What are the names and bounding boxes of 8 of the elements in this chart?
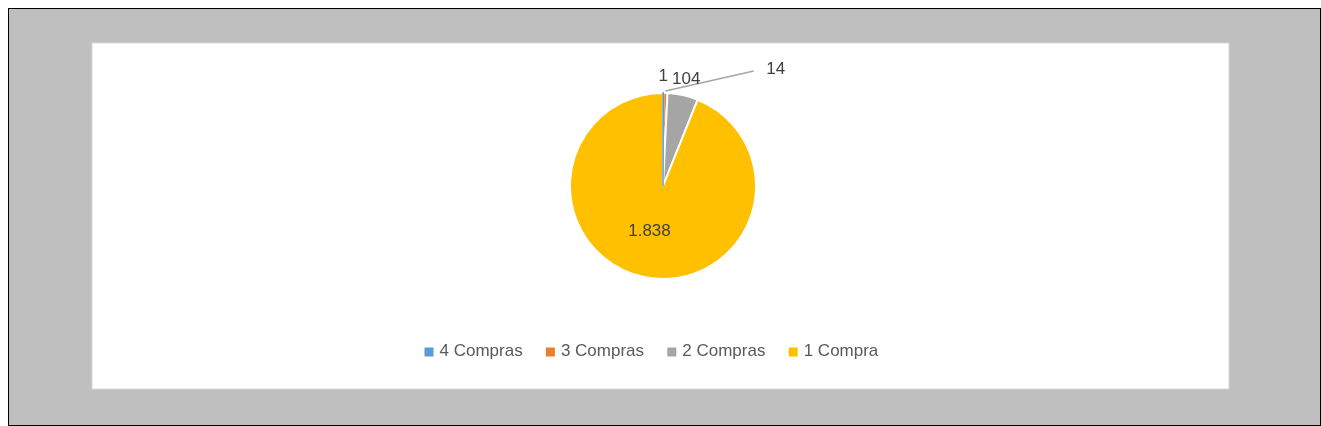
data-label: 104 [672, 69, 701, 88]
legend-label: 2 Compras [682, 341, 766, 361]
legend-label: 4 Compras [439, 341, 523, 361]
legend-label: 1 Compra [803, 341, 879, 361]
data-label: 1 [658, 66, 668, 86]
data-label: 1.838 [628, 221, 671, 241]
legend-label: 3 Compras [560, 341, 645, 361]
data-label: 14 [766, 58, 786, 78]
